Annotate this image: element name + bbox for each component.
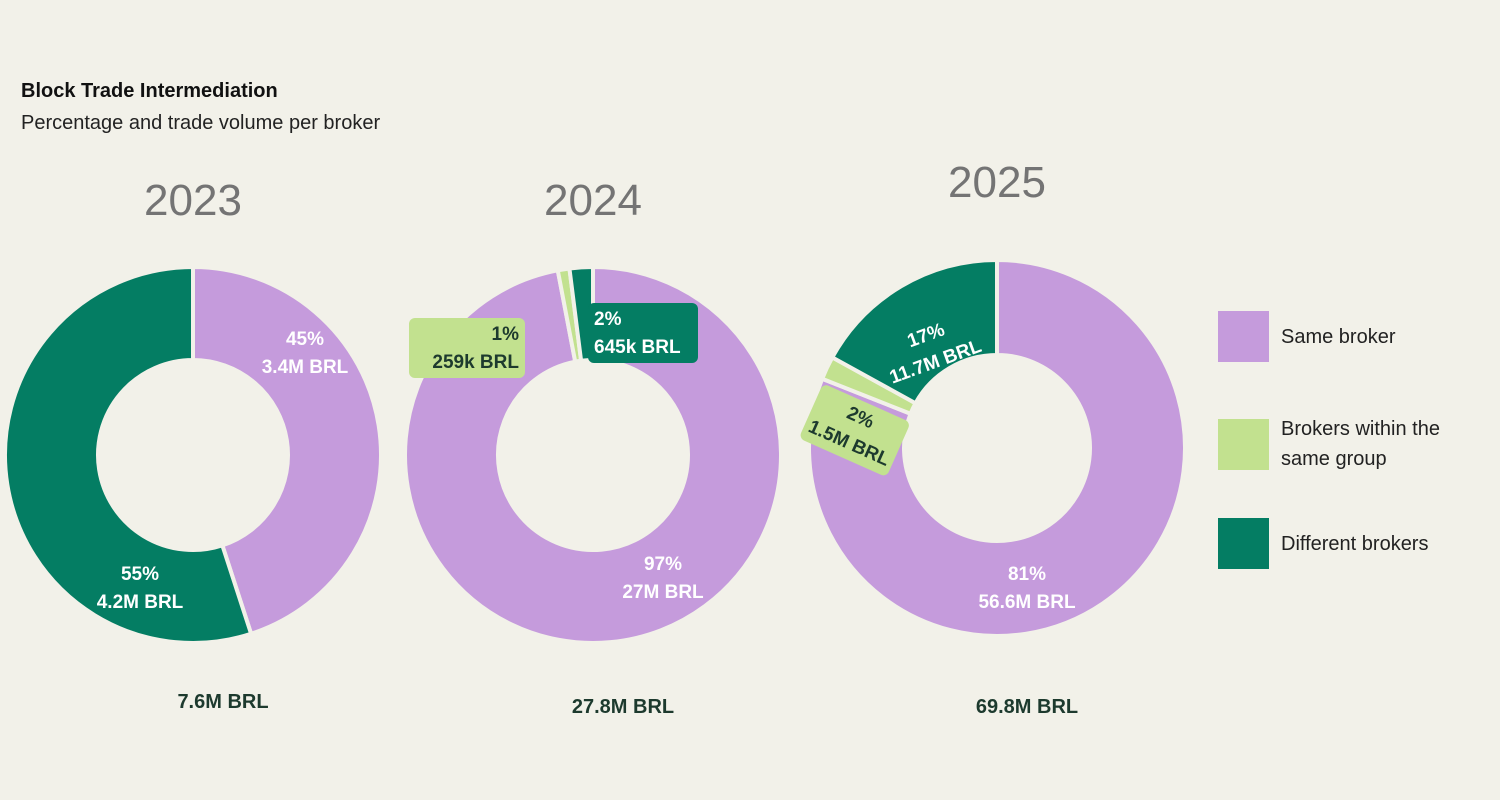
slice-label-badge [409, 318, 525, 378]
legend-swatch-same-group [1218, 418, 1269, 470]
slice-value-label: 259k BRL [432, 352, 519, 373]
chart-total-2025: 69.8M BRL [976, 696, 1078, 718]
slice-value-label: 56.6M BRL [978, 592, 1076, 613]
slice-same-broker-2023 [191, 265, 383, 636]
slice-label-same-broker-2025: 81% 56.6M BRL [978, 564, 1076, 613]
slice-label-different-brokers-2023: 55% 4.2M BRL [97, 564, 184, 613]
legend-swatch-same-broker [1218, 311, 1269, 362]
slice-label-different-brokers-2024: 2% 645k BRL [588, 303, 698, 363]
legend-item-same-broker: Same broker [1218, 311, 1481, 362]
chart-year-2024: 2024 [544, 176, 642, 225]
slice-label-same-group-2025: 2%1.5M BRL [800, 385, 909, 476]
donut-chart-2024: 2024 97% 27M BRL 1% 259k BRL 2% 645k BRL 27.8M … [403, 176, 783, 718]
chart-total-2023: 7.6M BRL [177, 691, 268, 713]
chart-year-2023: 2023 [144, 176, 242, 225]
legend-item-different-brokers: Different brokers [1218, 518, 1481, 569]
slice-different-brokers-2025 [830, 258, 999, 406]
legend-swatch-different-brokers [1218, 518, 1269, 569]
chart-year-2025: 2025 [948, 158, 1046, 207]
slice-value-label: 4.2M BRL [97, 592, 184, 613]
chart-title: Block Trade Intermediation [21, 80, 278, 102]
chart-total-2024: 27.8M BRL [572, 696, 674, 718]
donut-chart-2023: 2023 45% 3.4M BRL 55% 4.2M BRL 7.6M BRL [3, 176, 383, 713]
slice-label-same-broker-2023: 45% 3.4M BRL [262, 329, 349, 378]
legend-label-same-broker: Same broker [1281, 325, 1396, 348]
slice-percent-label: 55% [121, 564, 159, 585]
legend-label-same-group: Brokers within the same group [1281, 418, 1440, 470]
slice-label-badge [800, 385, 909, 476]
slice-value-label: 27M BRL [622, 582, 704, 603]
slice-percent-label: 1% [492, 324, 520, 345]
slice-label-same-broker-2024: 97% 27M BRL [622, 554, 704, 603]
slice-label-same-group-2024: 1% 259k BRL [409, 318, 525, 378]
slice-percent-label: 45% [286, 329, 324, 350]
slice-percent-label: 2% [594, 309, 622, 330]
slice-percent-label: 81% [1008, 564, 1046, 585]
slice-percent-label: 97% [644, 554, 682, 575]
chart-subtitle: Percentage and trade volume per broker [21, 112, 381, 134]
slice-value-label: 645k BRL [594, 337, 681, 358]
slice-label-badge [588, 303, 698, 363]
legend-item-same-group: Brokers within the same group [1218, 414, 1481, 474]
slice-different-brokers-2023 [3, 265, 254, 645]
slice-value-label: 3.4M BRL [262, 357, 349, 378]
slice-same-broker-2025 [807, 258, 1187, 638]
legend-label-different-brokers: Different brokers [1281, 532, 1429, 555]
